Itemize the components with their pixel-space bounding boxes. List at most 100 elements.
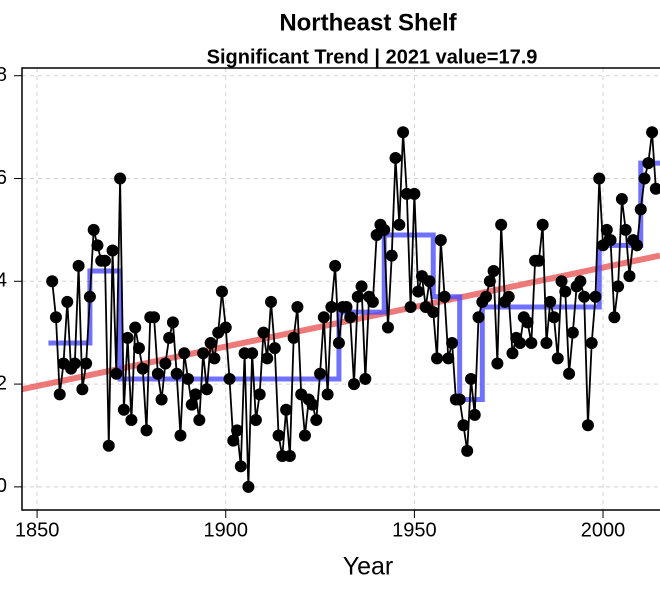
data-point — [99, 254, 112, 267]
data-point — [461, 444, 474, 457]
data-point — [555, 275, 568, 288]
data-point — [355, 280, 368, 293]
data-point — [404, 300, 417, 313]
data-point — [491, 357, 504, 370]
data-point — [532, 254, 545, 267]
data-point — [246, 347, 259, 360]
data-point — [257, 326, 270, 339]
plot-frame — [21, 67, 660, 511]
data-point — [329, 259, 342, 272]
data-point — [163, 331, 176, 344]
data-point — [325, 300, 338, 313]
data-point — [314, 367, 327, 380]
data-point — [317, 311, 330, 324]
data-point — [53, 388, 66, 401]
data-point — [140, 424, 153, 437]
data-point — [125, 414, 138, 427]
data-point — [242, 480, 255, 493]
x-tick-label: 1950 — [392, 519, 437, 541]
data-point — [649, 182, 660, 195]
data-point — [483, 275, 496, 288]
data-point — [487, 265, 500, 278]
data-point — [385, 249, 398, 262]
data-point — [204, 336, 217, 349]
data-point — [265, 295, 278, 308]
data-point — [106, 244, 119, 257]
data-point — [381, 321, 394, 334]
chart-subtitle: Significant Trend | 2021 value=17.9 — [207, 46, 538, 68]
data-point — [306, 398, 319, 411]
data-point — [566, 326, 579, 339]
data-point — [174, 429, 187, 442]
data-point — [227, 434, 240, 447]
data-point — [502, 290, 515, 303]
x-axis-label: Year — [343, 553, 394, 581]
data-point — [193, 414, 206, 427]
data-point — [585, 336, 598, 349]
y-tick-label: 16 — [0, 167, 7, 189]
data-point — [480, 290, 493, 303]
data-point — [464, 372, 477, 385]
data-point — [102, 439, 115, 452]
data-point — [397, 126, 410, 139]
data-point — [438, 290, 451, 303]
data-point — [344, 311, 357, 324]
regime-line — [48, 160, 660, 402]
data-point — [280, 403, 293, 416]
data-point — [68, 357, 81, 370]
data-point — [166, 316, 179, 329]
data-point — [593, 172, 606, 185]
data-point — [600, 223, 613, 236]
y-tick-label: 14 — [0, 270, 7, 292]
data-point — [310, 414, 323, 427]
data-point — [340, 300, 353, 313]
data-point — [547, 311, 560, 324]
data-point — [434, 234, 447, 247]
data-point — [623, 270, 636, 283]
data-point — [506, 347, 519, 360]
data-point — [287, 331, 300, 344]
data-point — [121, 331, 134, 344]
data-point — [630, 239, 643, 252]
data-point — [604, 234, 617, 247]
data-point — [332, 336, 345, 349]
data-point — [182, 372, 195, 385]
data-point — [540, 336, 553, 349]
data-point — [117, 403, 130, 416]
data-point — [114, 172, 127, 185]
data-point — [468, 408, 481, 421]
data-point — [619, 223, 632, 236]
x-tick-label: 1850 — [15, 519, 60, 541]
data-point — [249, 414, 262, 427]
data-point — [544, 295, 557, 308]
data-point — [208, 352, 221, 365]
data-point — [423, 275, 436, 288]
data-point — [615, 193, 628, 206]
data-point — [148, 311, 161, 324]
data-point — [291, 300, 304, 313]
data-point — [642, 157, 655, 170]
data-point — [298, 429, 311, 442]
data-point — [348, 378, 361, 391]
data-point — [215, 285, 228, 298]
data-point — [49, 311, 62, 324]
y-tick-label: 12 — [0, 372, 7, 394]
data-point — [351, 290, 364, 303]
data-point — [132, 342, 145, 355]
data-point — [446, 336, 459, 349]
data-point — [170, 367, 183, 380]
data-point — [283, 450, 296, 463]
data-point — [646, 126, 659, 139]
data-point — [408, 187, 421, 200]
data-point — [178, 347, 191, 360]
data-point — [638, 172, 651, 185]
x-tick-label: 2000 — [581, 519, 626, 541]
data-point — [76, 383, 89, 396]
data-point — [442, 352, 455, 365]
data-point — [431, 352, 444, 365]
data-point — [72, 259, 85, 272]
data-point — [608, 311, 621, 324]
data-point — [536, 218, 549, 231]
